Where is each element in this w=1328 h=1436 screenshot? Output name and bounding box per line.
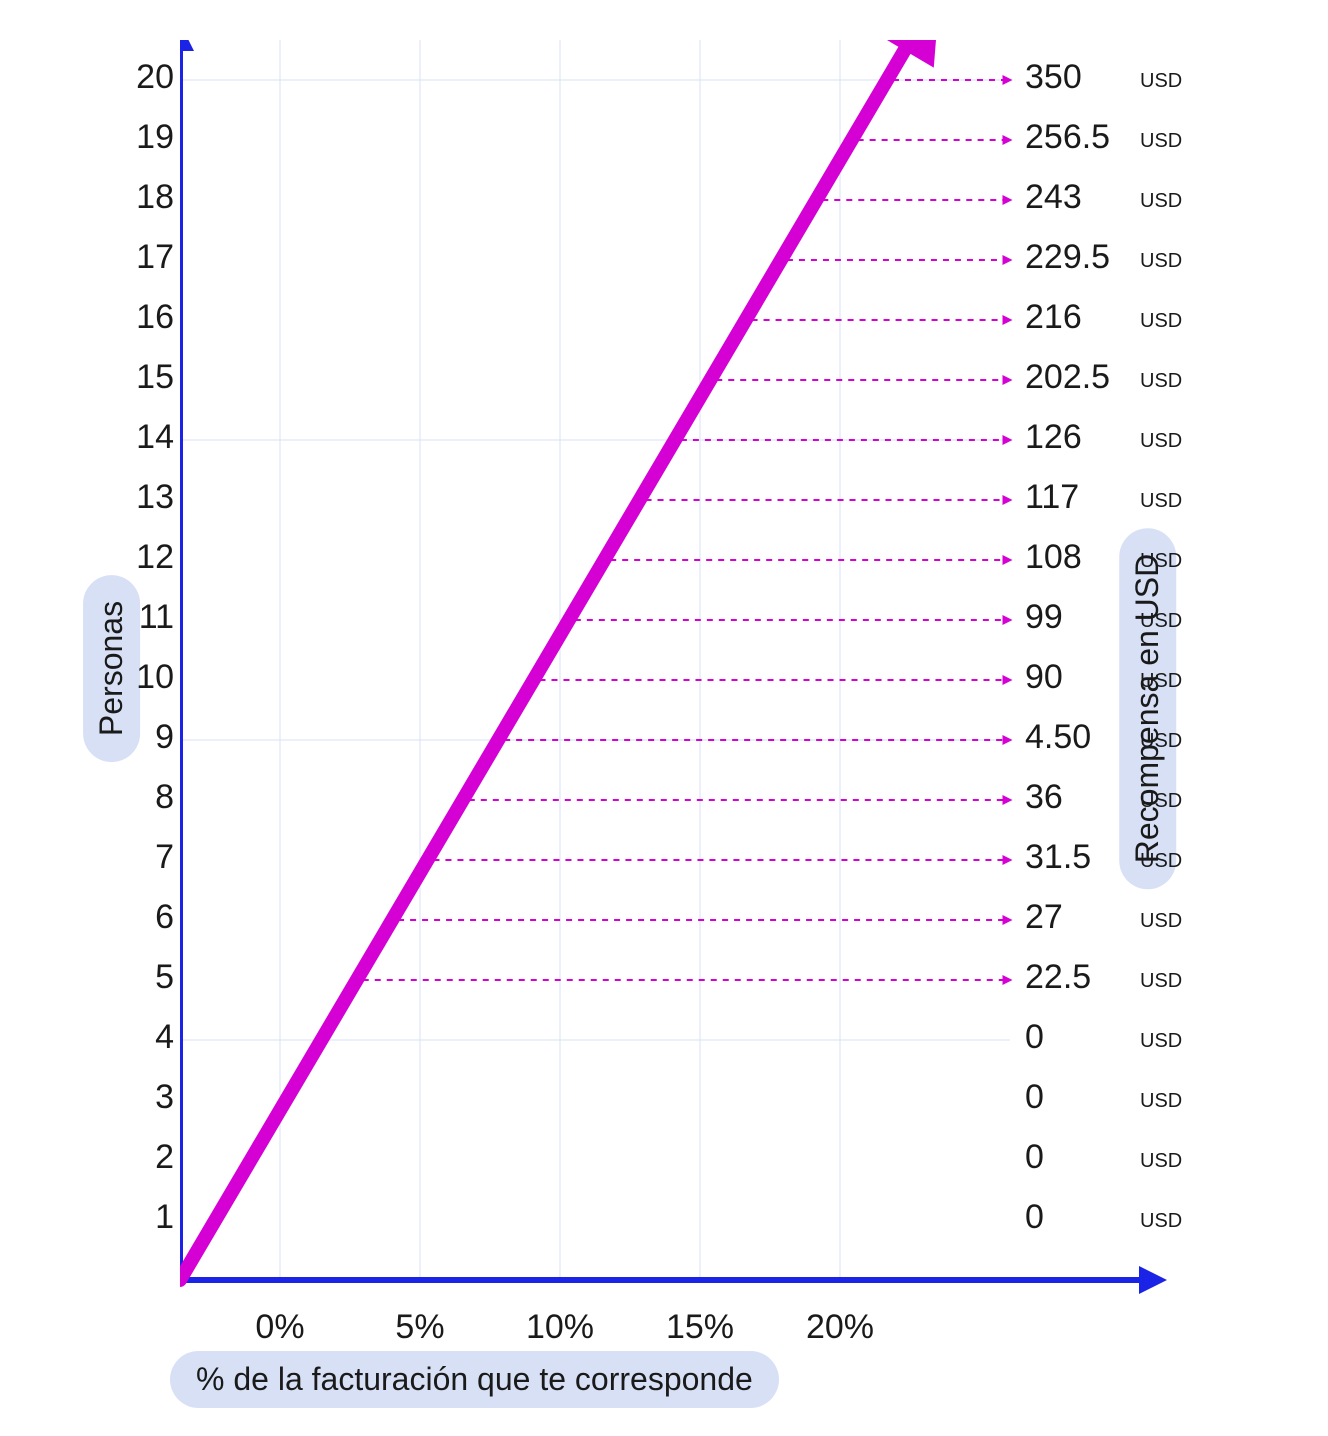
reward-value: 90 bbox=[1025, 658, 1135, 697]
reward-value: 0 bbox=[1025, 1078, 1135, 1117]
x-tick-label: 10% bbox=[510, 1308, 610, 1347]
y-tick-label: 7 bbox=[104, 838, 174, 877]
y-tick-label: 4 bbox=[104, 1018, 174, 1057]
x-tick-label: 15% bbox=[650, 1308, 750, 1347]
reward-value: 4.50 bbox=[1025, 718, 1135, 757]
y-tick-label: 12 bbox=[104, 538, 174, 577]
reward-value: 108 bbox=[1025, 538, 1135, 577]
reward-currency: USD bbox=[1140, 730, 1182, 753]
y-tick-label: 14 bbox=[104, 418, 174, 457]
reward-value: 202.5 bbox=[1025, 358, 1135, 397]
reward-value: 36 bbox=[1025, 778, 1135, 817]
reward-currency: USD bbox=[1140, 790, 1182, 813]
reward-currency: USD bbox=[1140, 670, 1182, 693]
reward-value: 126 bbox=[1025, 418, 1135, 457]
y-tick-label: 6 bbox=[104, 898, 174, 937]
y-tick-label: 10 bbox=[104, 658, 174, 697]
reward-currency: USD bbox=[1140, 310, 1182, 333]
plot-area: 12345678910111213141516171819200%5%10%15… bbox=[180, 40, 1180, 1300]
reward-currency: USD bbox=[1140, 1150, 1182, 1173]
reward-value: 350 bbox=[1025, 58, 1135, 97]
reward-currency: USD bbox=[1140, 1090, 1182, 1113]
reward-currency: USD bbox=[1140, 1030, 1182, 1053]
reward-value: 117 bbox=[1025, 478, 1135, 517]
y-tick-label: 3 bbox=[104, 1078, 174, 1117]
y-tick-label: 17 bbox=[104, 238, 174, 277]
reward-value: 243 bbox=[1025, 178, 1135, 217]
reward-value: 0 bbox=[1025, 1198, 1135, 1237]
reward-value: 22.5 bbox=[1025, 958, 1135, 997]
reward-value: 99 bbox=[1025, 598, 1135, 637]
x-tick-label: 20% bbox=[790, 1308, 890, 1347]
y-tick-label: 11 bbox=[104, 598, 174, 637]
reward-value: 0 bbox=[1025, 1138, 1135, 1177]
y-tick-label: 19 bbox=[104, 118, 174, 157]
y-tick-label: 20 bbox=[104, 58, 174, 97]
reward-currency: USD bbox=[1140, 430, 1182, 453]
reward-currency: USD bbox=[1140, 490, 1182, 513]
reward-currency: USD bbox=[1140, 610, 1182, 633]
reward-value: 229.5 bbox=[1025, 238, 1135, 277]
reward-value: 256.5 bbox=[1025, 118, 1135, 157]
reward-value: 31.5 bbox=[1025, 838, 1135, 877]
reward-value: 0 bbox=[1025, 1018, 1135, 1057]
reward-value: 27 bbox=[1025, 898, 1135, 937]
y-tick-label: 13 bbox=[104, 478, 174, 517]
reward-currency: USD bbox=[1140, 130, 1182, 153]
x-axis-label: % de la facturación que te corresponde bbox=[170, 1351, 779, 1408]
reward-currency: USD bbox=[1140, 850, 1182, 873]
y-tick-label: 15 bbox=[104, 358, 174, 397]
y-tick-label: 8 bbox=[104, 778, 174, 817]
reward-currency: USD bbox=[1140, 70, 1182, 93]
reward-currency: USD bbox=[1140, 910, 1182, 933]
reward-currency: USD bbox=[1140, 250, 1182, 273]
reward-chart: Personas Recompensa en USD % de la factu… bbox=[0, 0, 1328, 1436]
x-tick-label: 0% bbox=[230, 1308, 330, 1347]
reward-value: 216 bbox=[1025, 298, 1135, 337]
y-tick-label: 9 bbox=[104, 718, 174, 757]
reward-currency: USD bbox=[1140, 370, 1182, 393]
reward-currency: USD bbox=[1140, 550, 1182, 573]
y-tick-label: 2 bbox=[104, 1138, 174, 1177]
reward-currency: USD bbox=[1140, 970, 1182, 993]
x-tick-label: 5% bbox=[370, 1308, 470, 1347]
y-tick-label: 18 bbox=[104, 178, 174, 217]
y-tick-label: 1 bbox=[104, 1198, 174, 1237]
reward-currency: USD bbox=[1140, 190, 1182, 213]
reward-currency: USD bbox=[1140, 1210, 1182, 1233]
y-tick-label: 5 bbox=[104, 958, 174, 997]
y-tick-label: 16 bbox=[104, 298, 174, 337]
